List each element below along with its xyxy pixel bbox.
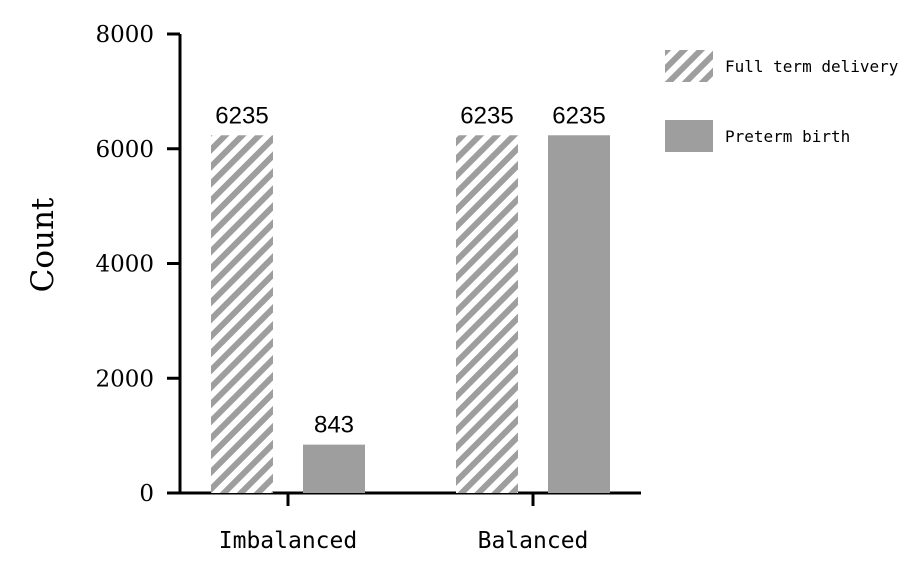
legend-label: Full term delivery: [725, 57, 899, 76]
x-tick-label: Imbalanced: [219, 528, 357, 554]
data-labels: 6235 6235 843 6235: [215, 102, 605, 438]
legend-swatch: [665, 120, 713, 152]
y-tick-label: 4000: [95, 252, 154, 278]
legend-label: Preterm birth: [725, 127, 850, 146]
bar: [456, 135, 518, 493]
x-tick-label: Balanced: [478, 528, 589, 554]
y-tick-label: 6000: [95, 137, 154, 163]
bars: [211, 135, 610, 493]
x-axis: Imbalanced Balanced: [180, 491, 641, 554]
y-axis-title: Count: [25, 197, 61, 292]
bar-value-label: 6235: [460, 102, 513, 129]
legend: Full term delivery Preterm birth: [665, 50, 899, 152]
y-tick-label: 2000: [95, 366, 154, 392]
y-tick-label: 0: [139, 481, 154, 507]
legend-swatch: [665, 50, 713, 82]
bar: [303, 444, 365, 493]
bar-value-label: 843: [314, 412, 354, 439]
bar: [211, 135, 273, 493]
bar: [548, 135, 610, 493]
y-axis: 0 2000 4000 6000 8000: [95, 22, 182, 507]
bar-value-label: 6235: [215, 102, 268, 129]
y-tick-label: 8000: [95, 22, 154, 48]
bar-value-label: 6235: [552, 102, 605, 129]
